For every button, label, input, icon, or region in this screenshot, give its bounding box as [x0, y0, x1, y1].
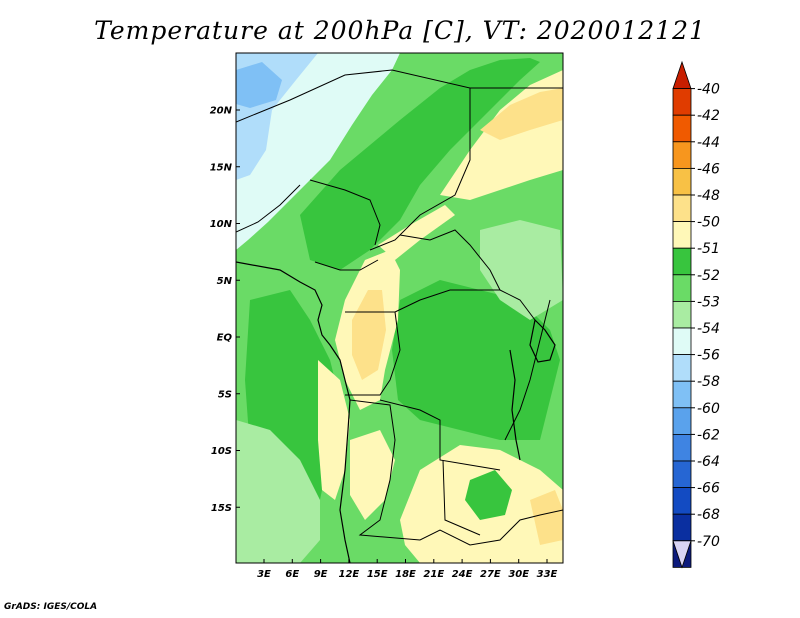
lon-tick-label: 33E: [537, 569, 558, 580]
lon-tick-label: 6E: [285, 569, 299, 580]
colorbar-label: -56: [697, 348, 720, 364]
lon-tick-label: 15E: [367, 569, 388, 580]
colorbar-label: -66: [697, 481, 720, 497]
latitude-axis: 20N 15N 10N 5N EQ 5S 10S 15S: [210, 106, 240, 514]
colorbar-label: -51: [697, 241, 720, 257]
lightgreen-patch-southwest: [236, 420, 320, 563]
lat-tick-label: 5S: [218, 389, 232, 400]
colorbar-cell: [672, 274, 692, 302]
colorbar-cell: [672, 247, 692, 276]
map-title: Temperature at 200hPa [C], VT: 202001212…: [94, 16, 706, 45]
longitude-axis: 3E 6E 9E 12E 15E 18E 21E 24E 27E 30E 33E: [257, 559, 558, 580]
lon-tick-label: 21E: [423, 569, 444, 580]
warm-region-angola-coast: [318, 360, 350, 500]
colorbar-cell: [672, 540, 692, 569]
colorbar-cell: [672, 114, 692, 143]
colorbar-label: -54: [697, 321, 720, 337]
colorbar-cell: [672, 354, 692, 382]
colorbar-cell: [672, 380, 692, 409]
colorbar-label: -42: [697, 108, 720, 124]
colorbar-label: -50: [697, 215, 720, 231]
green-band-north: [300, 58, 540, 270]
lat-tick-label: 10S: [211, 446, 232, 457]
lon-tick-label: 9E: [314, 569, 328, 580]
lightgreen-patch-east: [480, 220, 563, 320]
warm-band-diagonal: [378, 205, 455, 260]
colorbar-label: -53: [697, 294, 720, 310]
colorbar: -40 -42 -44 -46 -48 -50 -51 -52 -53 -54 -56 -58 -60 -…: [672, 60, 720, 569]
colorbar-label: -70: [697, 534, 720, 550]
lon-tick-label: 24E: [452, 569, 473, 580]
lon-tick-label: 12E: [339, 569, 360, 580]
colorbar-label: -48: [697, 188, 720, 204]
colorbar-cell: [672, 433, 692, 462]
warm-region-se-core: [530, 490, 563, 545]
grads-credit: GrADS: IGES/COLA: [4, 602, 98, 612]
colorbar-label: -40: [697, 82, 720, 98]
lat-tick-label: EQ: [217, 333, 233, 344]
lat-tick-label: 15N: [210, 162, 233, 173]
colorbar-cell: [672, 487, 692, 515]
colorbar-cell: [672, 221, 692, 249]
colorbar-label: -44: [697, 135, 720, 151]
lat-tick-label: 20N: [210, 106, 233, 117]
colorbar-cell: [672, 167, 692, 196]
colorbar-cell: [672, 327, 692, 356]
green-band-central: [392, 280, 560, 440]
lat-tick-label: 10N: [210, 219, 233, 230]
colorbar-label: -64: [697, 454, 720, 470]
colorbar-label: -60: [697, 401, 720, 417]
map-frame: [235, 52, 564, 564]
lat-tick-label: 15S: [211, 503, 232, 514]
warm-region-southwest: [350, 430, 395, 520]
colorbar-cell: [672, 300, 692, 329]
colorbar-cell: [672, 60, 692, 89]
lon-tick-label: 3E: [257, 569, 271, 580]
colorbar-label: -68: [697, 507, 720, 523]
country-borders: [236, 69, 563, 546]
colorbar-label: -58: [697, 374, 720, 390]
lat-tick-label: 5N: [217, 276, 233, 287]
colorbar-cell: [672, 88, 692, 116]
lon-tick-label: 18E: [395, 569, 416, 580]
colorbar-cell: [672, 194, 692, 223]
map-field: [236, 53, 563, 563]
colorbar-cell: [672, 460, 692, 489]
green-patch-south: [465, 470, 512, 520]
colorbar-cell: [672, 513, 692, 542]
warm-band-north-core: [480, 88, 563, 140]
colorbar-cell: [672, 141, 692, 169]
cold-region-deep: [236, 62, 282, 108]
colorbar-label: -52: [697, 268, 720, 284]
lon-tick-label: 27E: [480, 569, 501, 580]
colorbar-label: -62: [697, 427, 720, 443]
lon-tick-label: 30E: [508, 569, 529, 580]
coastline-lakes: [236, 261, 556, 563]
colorbar-cell: [672, 407, 692, 435]
colorbar-label: -46: [697, 161, 720, 177]
